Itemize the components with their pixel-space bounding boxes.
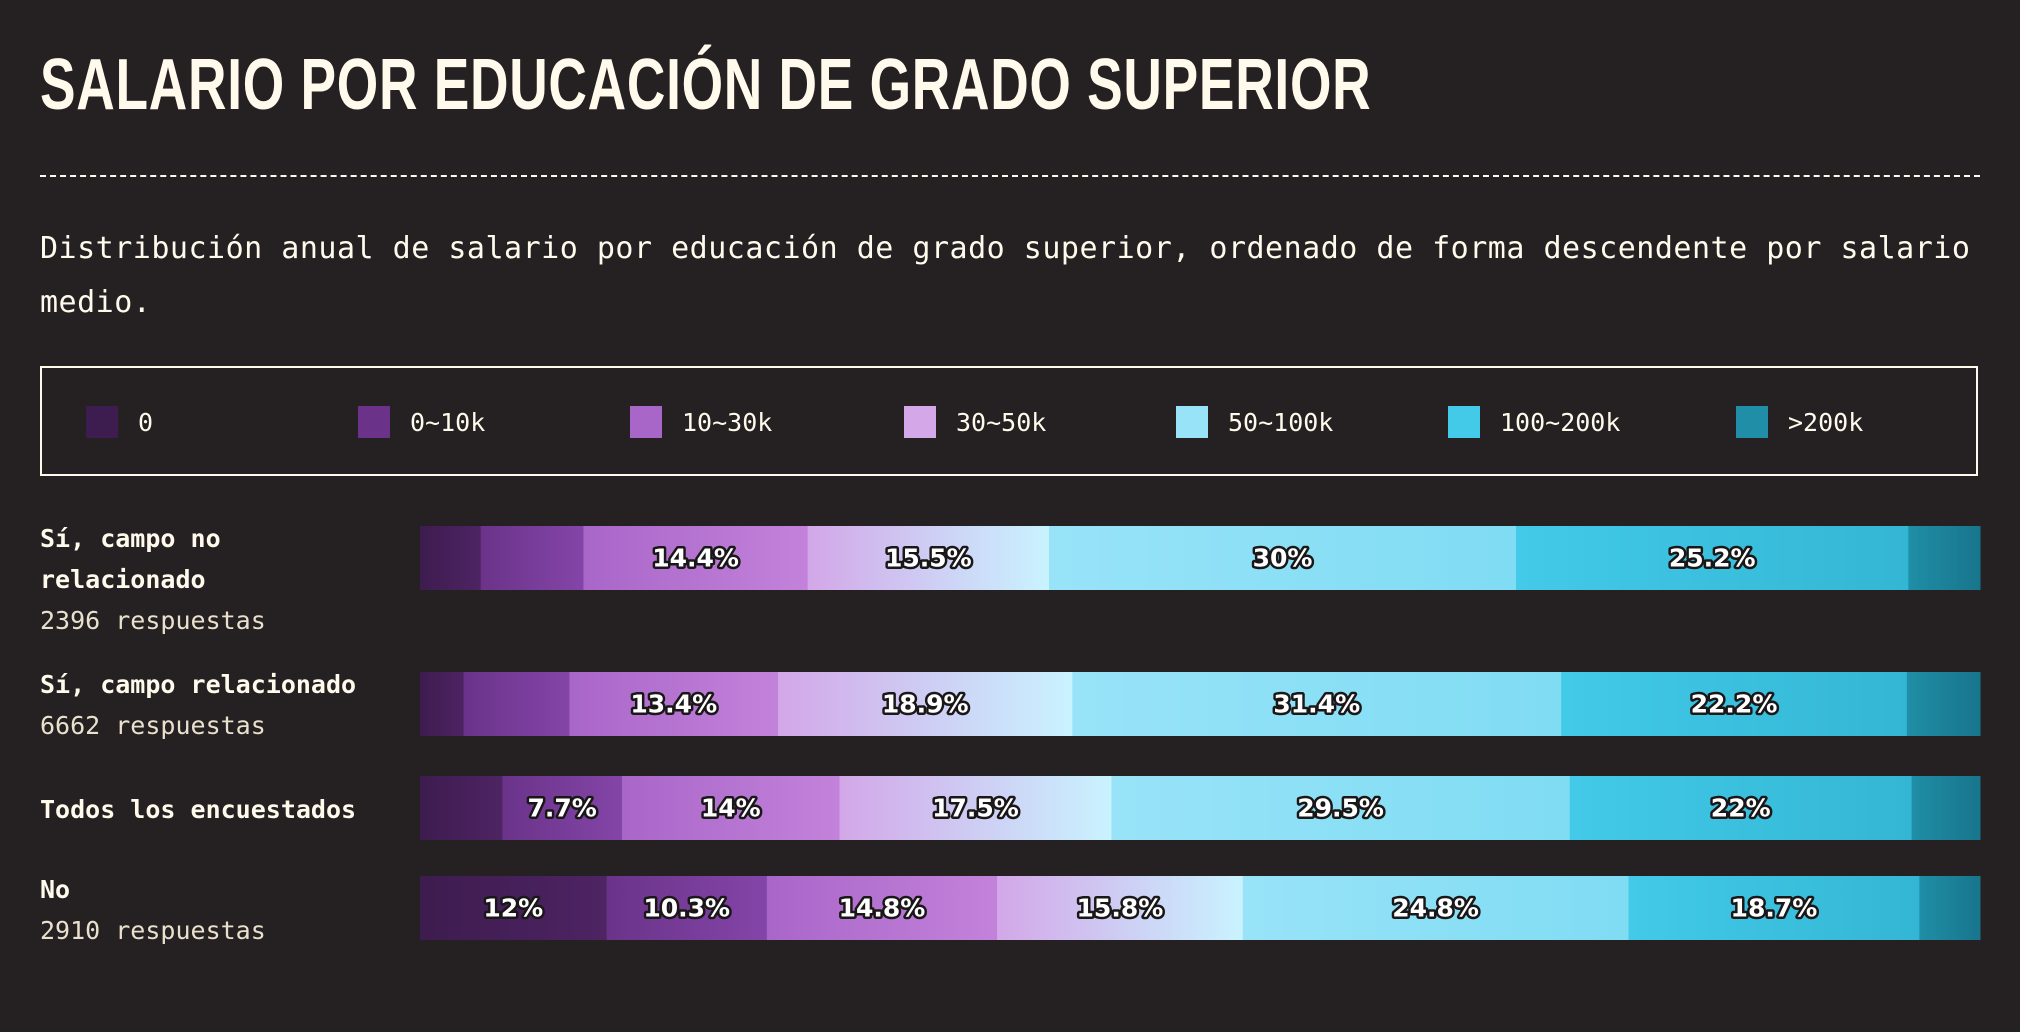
bar-segment (807, 526, 1050, 590)
legend-swatch (358, 406, 390, 438)
row-name: Sí, campo no relacionado (40, 524, 221, 594)
bar-segment (420, 526, 482, 590)
legend-swatch (1448, 406, 1480, 438)
bar-value-label: 12% (483, 894, 543, 923)
legend-swatch (904, 406, 936, 438)
bar-value-label: 22% (1711, 794, 1771, 823)
legend-item-over-200k: >200k (1736, 406, 1863, 438)
bar-segment (778, 672, 1073, 736)
bar-segment (1908, 526, 1981, 590)
bar-segment (1569, 776, 1913, 840)
bar-segment (1561, 672, 1908, 736)
bar-segment (1516, 526, 1909, 590)
bar-segment (420, 776, 503, 840)
bar-segment (420, 672, 465, 736)
bar-value-label: 18.9% (882, 690, 969, 719)
bar-segment (997, 876, 1244, 940)
bar-row: 12% 10.3% 14.8% 15.8% 24.8% 18.7% (420, 876, 1981, 940)
bar-value-label: 29.5% (1297, 794, 1384, 823)
legend-swatch (1176, 406, 1208, 438)
legend: 0 0~10k 10~30k 30~50k 50~100k 100~200k >… (40, 366, 1978, 476)
bar-value-label: 25.2% (1669, 544, 1756, 573)
bar-value-label: 15.5% (885, 544, 972, 573)
bar-segment (1072, 672, 1562, 736)
row-name: Sí, campo relacionado (40, 670, 357, 699)
bar-value-label: 15.8% (1077, 894, 1164, 923)
bar-segment (569, 672, 779, 736)
bar-segment (1048, 526, 1517, 590)
bar-segment (480, 526, 584, 590)
bar-value-label: 14.8% (839, 894, 926, 923)
legend-label: 0~10k (410, 407, 486, 437)
bar-value-label: 14% (701, 794, 761, 823)
row-label-no: No 2910 respuestas (40, 869, 380, 951)
legend-item-100-200k: 100~200k (1448, 406, 1620, 438)
row-count: 6662 respuestas (40, 711, 266, 740)
bar-value-label: 10.3% (643, 894, 730, 923)
bar-segment (1906, 672, 1981, 736)
row-label-si-campo-relacionado: Sí, campo relacionado 6662 respuestas (40, 664, 380, 746)
bar-segment (606, 876, 768, 940)
row-label-si-campo-no-relacionado: Sí, campo no relacionado 2396 respuestas (40, 518, 380, 641)
bar-segment (1242, 876, 1629, 940)
legend-label: 50~100k (1228, 407, 1334, 437)
chart-subtitle: Distribución anual de salario por educac… (40, 231, 1971, 320)
bar-row: 13.4% 18.9% 31.4% 22.2% (420, 672, 1981, 736)
bar-segment (502, 776, 623, 840)
bar-segment (1919, 876, 1981, 940)
legend-item-10-30k: 10~30k (630, 406, 772, 438)
bar-row: 14.4% 15.5% 30% 25.2% (420, 526, 1981, 590)
legend-label: 30~50k (956, 407, 1047, 437)
row-count: 2910 respuestas (40, 916, 266, 945)
bar-value-label: 22.2% (1691, 690, 1778, 719)
legend-label: 0 (138, 407, 154, 437)
bar-value-label: 14.4% (652, 544, 739, 573)
legend-label: 10~30k (682, 407, 773, 437)
legend-swatch (86, 406, 118, 438)
bar-value-label: 31.4% (1273, 690, 1360, 719)
bar-segment (1111, 776, 1571, 840)
bar-segment (1911, 776, 1981, 840)
legend-swatch (1736, 406, 1768, 438)
legend-item-0-10k: 0~10k (358, 406, 485, 438)
row-name: No (40, 875, 71, 904)
bar-value-label: 13.4% (630, 690, 717, 719)
bar-segment (420, 876, 608, 940)
legend-swatch (630, 406, 662, 438)
legend-item-50-100k: 50~100k (1176, 406, 1333, 438)
legend-item-30-50k: 30~50k (904, 406, 1046, 438)
legend-item-0: 0 (86, 406, 153, 438)
bar-row: 7.7% 14% 17.5% 29.5% 22% (420, 776, 1981, 840)
title-divider (40, 175, 1980, 177)
bar-value-label: 24.8% (1392, 894, 1479, 923)
row-count: 2396 respuestas (40, 606, 266, 635)
bar-segment (766, 876, 998, 940)
bar-segment (463, 672, 570, 736)
row-label-todos-los-encuestados: Todos los encuestados (40, 789, 380, 830)
row-name: Todos los encuestados (40, 795, 357, 824)
bar-value-label: 30% (1253, 544, 1313, 573)
bar-value-label: 18.7% (1731, 894, 1818, 923)
chart-title: SALARIO POR EDUCACIÓN DE GRADO SUPERIOR (40, 45, 1372, 125)
legend-label: >200k (1788, 407, 1864, 437)
bar-segment (621, 776, 841, 840)
bar-segment (839, 776, 1112, 840)
bar-segment (1628, 876, 1920, 940)
bar-value-label: 7.7% (527, 794, 596, 823)
bar-segment (583, 526, 809, 590)
legend-label: 100~200k (1500, 407, 1621, 437)
bar-value-label: 17.5% (932, 794, 1019, 823)
